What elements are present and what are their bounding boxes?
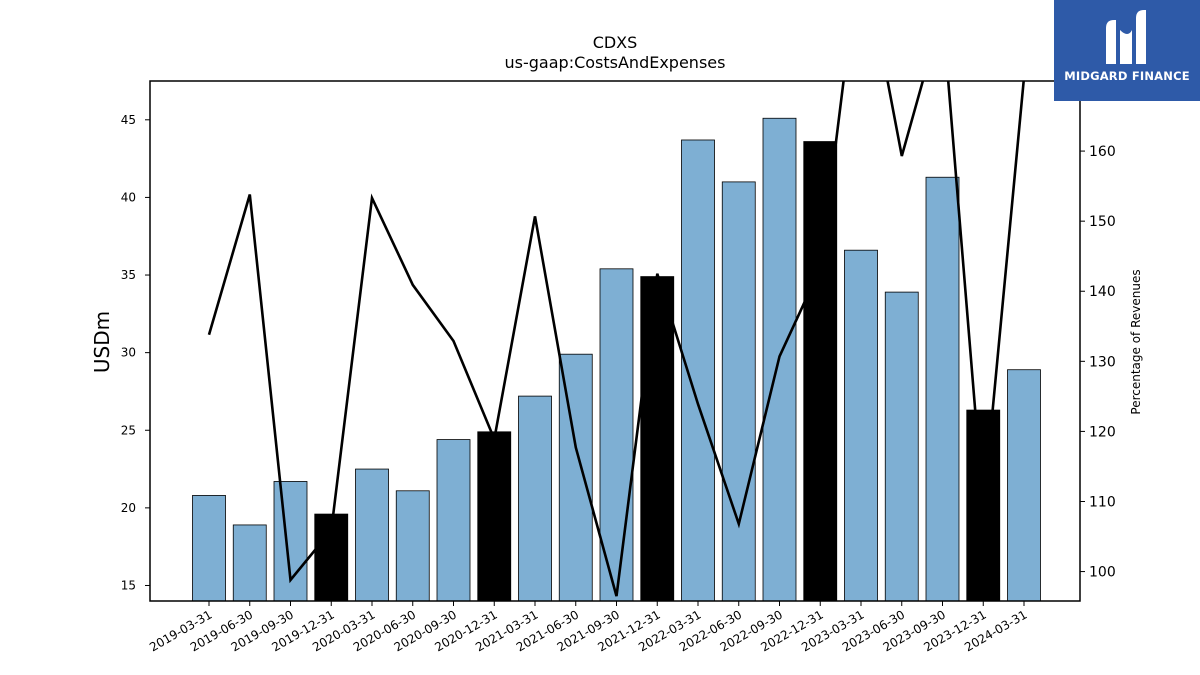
y-tick-label: 20 — [121, 501, 136, 515]
y2-axis-label: Percentage of Revenues — [1129, 269, 1143, 414]
bar-series — [192, 117, 1041, 602]
bar — [518, 395, 552, 602]
bar — [721, 181, 756, 602]
y2-axis-ticks: 100 110 120 130 140 150 160 — [1080, 144, 1116, 581]
y2-tick-label: 100 — [1089, 565, 1116, 581]
line-series — [207, 81, 1025, 597]
line-series-layer — [207, 81, 1025, 597]
bar — [925, 176, 960, 602]
y-axis-ticks: 15 20 25 30 35 40 45 — [121, 113, 150, 592]
x-axis-ticks: 2019-03-312019-06-302019-09-302019-12-31… — [147, 601, 1030, 654]
bar — [192, 495, 226, 602]
bar — [884, 291, 919, 602]
bar — [803, 141, 838, 602]
y-axis-label: USDm — [90, 311, 114, 373]
logo-mark-icon — [1106, 10, 1146, 64]
y-tick-label: 30 — [121, 346, 136, 360]
chart-title: CDXS — [593, 33, 638, 52]
bar — [477, 431, 512, 602]
y-tick-label: 45 — [121, 113, 136, 127]
bar — [1007, 369, 1041, 602]
brand-logo: MIDGARD FINANCE — [1054, 0, 1200, 101]
y-tick-label: 35 — [121, 268, 136, 282]
y-tick-label: 15 — [121, 578, 136, 592]
bar — [844, 249, 878, 602]
y-tick-label: 40 — [121, 190, 136, 204]
chart-subtitle: us-gaap:CostsAndExpenses — [505, 53, 726, 72]
y-tick-label: 25 — [121, 423, 136, 437]
y2-tick-label: 110 — [1089, 494, 1116, 510]
bar — [395, 490, 430, 602]
y2-tick-label: 130 — [1089, 354, 1116, 370]
plot-frame — [149, 80, 1081, 602]
logo-text: MIDGARD FINANCE — [1064, 69, 1190, 83]
bar — [436, 439, 471, 602]
y2-tick-label: 160 — [1089, 144, 1116, 160]
bar — [355, 468, 389, 602]
bar — [558, 353, 593, 602]
bar — [232, 524, 267, 602]
bar — [599, 268, 634, 602]
y2-tick-label: 140 — [1089, 284, 1116, 300]
bar — [273, 481, 308, 602]
y2-tick-label: 150 — [1089, 214, 1116, 230]
y2-tick-label: 120 — [1089, 424, 1116, 440]
bar — [640, 276, 675, 602]
